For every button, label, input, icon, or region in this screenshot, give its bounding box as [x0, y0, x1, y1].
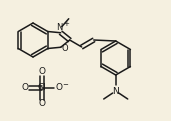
Text: +: +	[63, 21, 69, 27]
Text: O: O	[56, 83, 62, 92]
Text: O: O	[38, 68, 45, 76]
Text: Cl: Cl	[38, 83, 47, 92]
Text: O: O	[38, 99, 45, 109]
Text: N: N	[112, 87, 119, 96]
Text: −: −	[62, 82, 68, 88]
Text: O: O	[61, 44, 68, 53]
Text: N: N	[57, 23, 63, 32]
Text: O: O	[22, 83, 29, 92]
